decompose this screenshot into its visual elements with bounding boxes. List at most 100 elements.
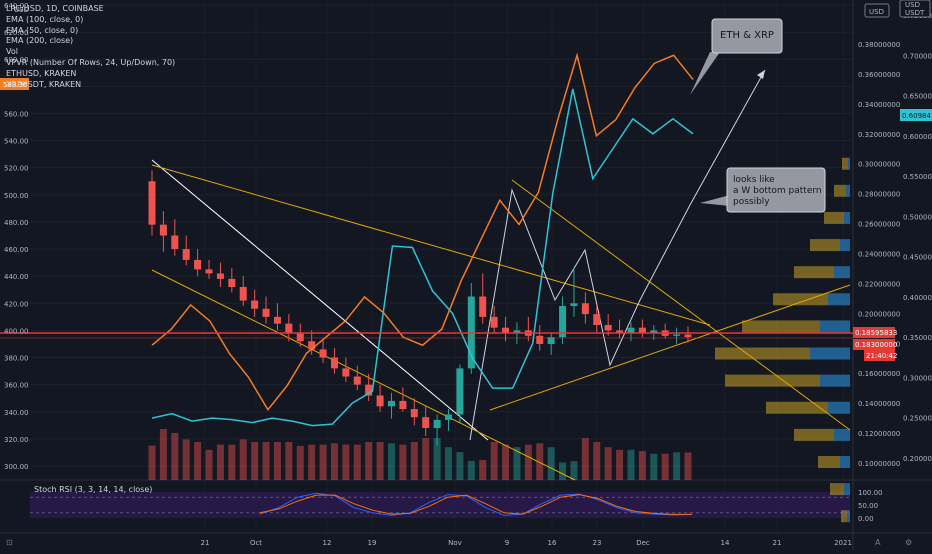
left-tick-label: 520.00: [4, 165, 29, 173]
left-tick-label: 300.00: [4, 463, 29, 471]
volume-bar: [581, 438, 589, 480]
volume-bar: [433, 438, 441, 480]
volume-bar: [673, 452, 681, 480]
time-tick-label: 12: [323, 539, 332, 547]
right-price-axis: 0.750000.700000.650000.600000.550000.500…: [903, 12, 932, 463]
rsi-tick-label: 100.00: [858, 489, 883, 497]
right-axis-title: USD: [869, 8, 884, 16]
right-tick-label: 0.25000: [903, 415, 932, 423]
legend-title[interactable]: LRC/USD, 1D, COINBASE: [6, 4, 104, 13]
left-tick-label: 420.00: [4, 300, 29, 308]
volume-bar: [593, 442, 601, 480]
candle-body: [673, 334, 681, 336]
mid-axis-badge-red2: [853, 339, 895, 350]
right-tick-label: 0.30000: [903, 374, 932, 382]
left-tick-label: 600.00: [4, 56, 29, 64]
volume-bar: [342, 444, 350, 480]
legend-ethusd[interactable]: ETHUSD, KRAKEN: [6, 68, 77, 78]
candle-body: [205, 269, 213, 274]
vp-down-row: [830, 483, 844, 496]
vp-up-row: [847, 510, 850, 523]
left-tick-label: 460.00: [4, 246, 29, 254]
right-tick-label: 0.65000: [903, 93, 932, 101]
time-tick-label: Nov: [448, 539, 462, 547]
legend-vpvr[interactable]: VPVR (Number Of Rows, 24, Up/Down, 70): [6, 57, 176, 67]
volume-bar: [387, 443, 395, 480]
legend-xrpusdt[interactable]: XRPUSDT, KRAKEN: [6, 79, 82, 89]
volume-bar: [570, 461, 578, 480]
volume-bar: [661, 453, 669, 480]
candle-body: [285, 323, 293, 334]
yellow-channel-top: [511, 179, 851, 431]
legend-ema200[interactable]: EMA (200, close): [6, 36, 74, 46]
candle-body: [570, 303, 578, 307]
goto-date-icon[interactable]: ⊡: [6, 538, 13, 547]
left-tick-label: 620.00: [4, 29, 29, 37]
volume-bar: [513, 447, 521, 480]
volume-profile: [715, 157, 850, 523]
candle-body: [490, 316, 498, 328]
volume-bar: [616, 449, 624, 480]
right-tick-label: 0.20000: [903, 455, 932, 463]
left-axis-badge: [0, 78, 29, 90]
candle-body: [308, 341, 316, 350]
vp-up-row: [844, 483, 850, 496]
right-tick-label: 0.55000: [903, 173, 932, 181]
vp-down-row: [842, 157, 848, 170]
legend-ema100[interactable]: EMA (100, close, 0): [6, 14, 84, 24]
settings-gear-icon[interactable]: ⚙: [905, 538, 912, 547]
annotation-w-line1: looks like: [733, 175, 775, 185]
candle-body: [148, 181, 156, 225]
mid-axis-badge-red-text: 0.18595833: [855, 329, 897, 337]
right-axis-title-box[interactable]: [864, 3, 890, 18]
time-tick-label: 9: [505, 539, 509, 547]
annotation-w-bottom[interactable]: looks like a W bottom pattern possibly: [700, 167, 826, 213]
candle-body: [273, 316, 281, 324]
volume-bar: [547, 447, 555, 480]
candle-body: [194, 259, 202, 270]
eth-line: [151, 52, 694, 411]
volume-bar: [456, 452, 464, 480]
right-axis-badge-text: 0.60984: [902, 112, 931, 120]
time-tick-label: 14: [721, 539, 730, 547]
mid-axis-badge-red2-text: 0.18300000: [855, 341, 897, 349]
mid-tick-label: 0.22000000: [858, 280, 900, 288]
mid-axis-badge-red: [853, 327, 895, 338]
volume-bar: [330, 443, 338, 480]
volume-bar: [410, 442, 418, 480]
vp-down-row: [841, 510, 847, 523]
candle-body: [650, 330, 658, 334]
annotation-eth-xrp-text: ETH & XRP: [720, 30, 774, 41]
annotation-eth-xrp[interactable]: ETH & XRP: [690, 18, 783, 95]
candle-body: [536, 335, 544, 344]
volume-bar: [171, 432, 179, 480]
candle-body: [593, 314, 601, 325]
rsi-axis: 100.00 50.00 0.00: [858, 489, 883, 523]
vp-down-row: [725, 374, 820, 387]
mid-tick-label: 0.38000000: [858, 41, 900, 49]
legend-ema50[interactable]: EMA (50, close, 0): [6, 25, 79, 35]
right-tick-label: 0.45000: [903, 254, 932, 262]
candle-body: [559, 306, 567, 338]
mid-tick-label: 0.24000000: [858, 251, 900, 259]
auto-scale-icon[interactable]: A: [875, 538, 881, 547]
vp-up-row: [848, 157, 850, 170]
candle-body: [296, 333, 304, 342]
rsi-legend[interactable]: Stoch RSI (3, 3, 14, 14, close): [34, 485, 153, 494]
chart-legend: LRC/USD, 1D, COINBASE EMA (100, close, 0…: [6, 4, 175, 90]
time-tick-label: 21: [773, 539, 782, 547]
volume-bar: [228, 444, 236, 480]
left-axis-badge-text: 589.36: [3, 81, 28, 89]
candle-body: [239, 287, 247, 301]
legend-vol[interactable]: Vol: [6, 47, 18, 57]
left-tick-label: 640.00: [4, 2, 29, 10]
candle-body: [502, 327, 510, 334]
right-tick-label: 0.35000: [903, 334, 932, 342]
right-axis-title-usd2: USD: [905, 1, 920, 9]
mid-tick-label: 0.34000000: [858, 101, 900, 109]
volume-bar: [205, 449, 213, 480]
vp-up-row: [820, 320, 850, 333]
candle-body: [251, 300, 259, 309]
right-axis-title-box-2[interactable]: [899, 0, 931, 18]
